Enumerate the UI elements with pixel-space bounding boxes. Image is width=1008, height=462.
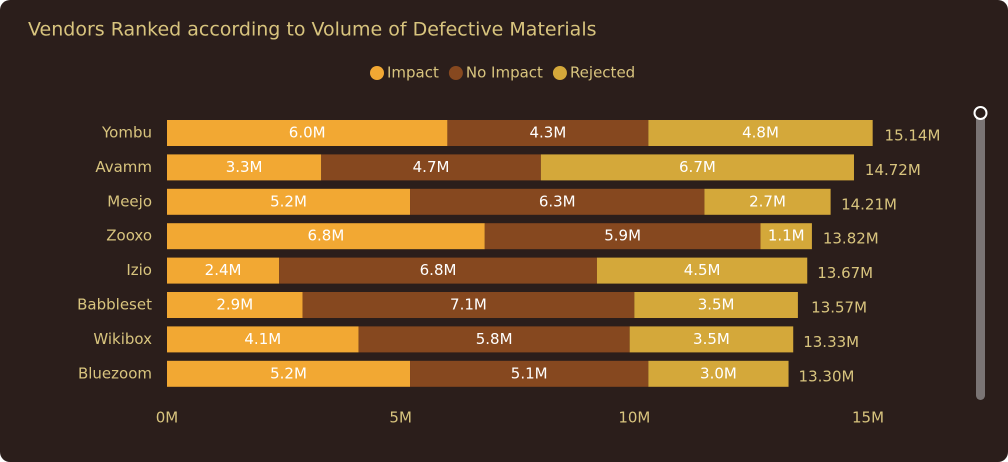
bar-segment [167,257,280,284]
legend-label[interactable]: No Impact [466,64,543,82]
bar-segment [634,292,798,318]
legend-label[interactable]: Rejected [570,64,635,82]
y-tick-label: Meejo [107,192,152,210]
data-label: 5.8M [476,330,513,348]
total-label: 13.57M [811,299,867,317]
chart-title: Vendors Ranked according to Volume of De… [28,19,597,41]
total-label: 13.30M [799,367,855,385]
data-label: 2.9M [216,296,253,314]
bar-segment [167,120,448,146]
x-tick-label: 15M [852,409,884,427]
y-tick-label: Bluezoom [78,364,152,382]
data-label: 4.1M [244,330,281,348]
bar-segment [447,120,649,146]
bar-segment [410,360,649,387]
y-tick-label: Wikibox [93,330,152,348]
data-label: 4.8M [742,124,779,142]
total-label: 14.21M [841,195,897,213]
y-tick-label: Zooxo [106,227,152,245]
y-tick-label: Yombu [101,124,152,142]
bar-segment [279,257,597,284]
total-label: 15.14M [885,127,941,145]
scrollbar[interactable] [976,110,985,400]
bar-segment [167,292,303,318]
data-label: 6.8M [307,227,344,245]
bar-segment [629,326,794,353]
data-label: 5.1M [511,364,548,382]
data-label: 4.3M [529,124,566,142]
bar-segment [167,188,411,215]
data-label: 3.5M [693,330,730,348]
x-tick-label: 0M [156,409,179,427]
bar-segment [596,257,808,284]
data-label: 4.5M [684,261,721,279]
data-label: 6.3M [539,192,576,210]
data-label: 3.3M [226,158,263,176]
data-label: 2.7M [749,192,786,210]
data-label: 4.7M [413,158,450,176]
total-label: 13.33M [803,333,859,351]
data-label: 6.8M [420,261,457,279]
bar-segment [410,188,705,215]
y-tick-label: Babbleset [77,296,152,314]
legend-marker [448,66,463,80]
total-label: 13.82M [823,230,879,248]
bar-segment [484,223,761,250]
bar-segment [167,223,485,250]
data-label: 2.4M [205,261,242,279]
legend-label[interactable]: Impact [387,64,439,82]
bar-segment [540,154,854,181]
data-label: 6.7M [679,158,716,176]
data-label: 1.1M [768,227,805,245]
data-label: 3.0M [700,364,737,382]
data-label: 7.1M [450,296,487,314]
bar-segment [704,188,831,215]
y-tick-label: Avamm [95,158,152,176]
bar-segment [321,154,541,181]
data-label: 5.2M [270,364,307,382]
bar-segment [358,326,630,353]
x-tick-label: 5M [389,409,412,427]
data-label: 5.2M [270,192,307,210]
bar-segment [167,360,411,387]
bar-segment [760,223,812,250]
scroll-handle[interactable] [973,106,988,120]
bar-segment [302,292,635,318]
total-label: 13.67M [817,264,873,282]
legend-marker [552,66,567,80]
bar-segment [167,154,322,181]
x-tick-label: 10M [618,409,650,427]
bar-segment [648,120,873,146]
bar-segment [648,360,789,387]
total-label: 14.72M [865,161,921,179]
y-tick-label: Izio [126,261,152,279]
legend-marker [370,66,384,80]
data-label: 5.9M [604,227,641,245]
data-label: 6.0M [289,124,326,142]
data-label: 3.5M [698,296,735,314]
bar-segment [167,326,359,353]
